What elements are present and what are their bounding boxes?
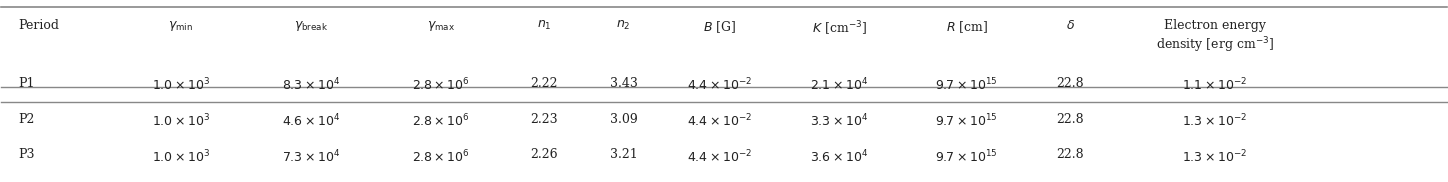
Text: $K$ [cm$^{-3}$]: $K$ [cm$^{-3}$]: [812, 19, 867, 38]
Text: 3.09: 3.09: [610, 112, 637, 126]
Text: $9.7\times10^{15}$: $9.7\times10^{15}$: [935, 112, 998, 129]
Text: $7.3\times10^{4}$: $7.3\times10^{4}$: [281, 148, 340, 165]
Text: $4.6\times10^{4}$: $4.6\times10^{4}$: [281, 112, 340, 129]
Text: $2.1\times10^{4}$: $2.1\times10^{4}$: [811, 77, 869, 93]
Text: $3.6\times10^{4}$: $3.6\times10^{4}$: [811, 148, 869, 165]
Text: $1.3\times10^{-2}$: $1.3\times10^{-2}$: [1182, 148, 1247, 165]
Text: $n_2$: $n_2$: [617, 19, 631, 32]
Text: P1: P1: [19, 77, 35, 90]
Text: $1.0\times10^{3}$: $1.0\times10^{3}$: [152, 77, 210, 93]
Text: $4.4\times10^{-2}$: $4.4\times10^{-2}$: [686, 112, 753, 129]
Text: $3.3\times10^{4}$: $3.3\times10^{4}$: [811, 112, 869, 129]
Text: Electron energy
density [erg cm$^{-3}$]: Electron energy density [erg cm$^{-3}$]: [1156, 19, 1274, 55]
Text: $1.0\times10^{3}$: $1.0\times10^{3}$: [152, 112, 210, 129]
Text: $B$ [G]: $B$ [G]: [704, 19, 736, 35]
Text: $8.3\times10^{4}$: $8.3\times10^{4}$: [281, 77, 340, 93]
Text: $\gamma_{\mathrm{break}}$: $\gamma_{\mathrm{break}}$: [294, 19, 327, 33]
Text: $4.4\times10^{-2}$: $4.4\times10^{-2}$: [686, 148, 753, 165]
Text: $2.8\times10^{6}$: $2.8\times10^{6}$: [411, 112, 469, 129]
Text: $n_1$: $n_1$: [537, 19, 552, 32]
Text: $\gamma_{\mathrm{max}}$: $\gamma_{\mathrm{max}}$: [427, 19, 455, 33]
Text: 22.8: 22.8: [1057, 148, 1085, 161]
Text: $1.3\times10^{-2}$: $1.3\times10^{-2}$: [1182, 112, 1247, 129]
Text: $\gamma_{\mathrm{min}}$: $\gamma_{\mathrm{min}}$: [168, 19, 193, 33]
Text: P2: P2: [19, 112, 35, 126]
Text: $2.8\times10^{6}$: $2.8\times10^{6}$: [411, 148, 469, 165]
Text: 3.43: 3.43: [610, 77, 637, 90]
Text: $R$ [cm]: $R$ [cm]: [946, 19, 988, 35]
Text: $2.8\times10^{6}$: $2.8\times10^{6}$: [411, 77, 469, 93]
Text: $1.1\times10^{-2}$: $1.1\times10^{-2}$: [1182, 77, 1247, 93]
Text: $9.7\times10^{15}$: $9.7\times10^{15}$: [935, 77, 998, 93]
Text: 2.22: 2.22: [530, 77, 557, 90]
Text: 2.26: 2.26: [530, 148, 557, 161]
Text: 22.8: 22.8: [1057, 77, 1085, 90]
Text: P3: P3: [19, 148, 35, 161]
Text: $1.0\times10^{3}$: $1.0\times10^{3}$: [152, 148, 210, 165]
Text: $9.7\times10^{15}$: $9.7\times10^{15}$: [935, 148, 998, 165]
Text: 2.23: 2.23: [530, 112, 557, 126]
Text: 3.21: 3.21: [610, 148, 637, 161]
Text: Period: Period: [19, 19, 59, 32]
Text: $\delta$: $\delta$: [1066, 19, 1074, 32]
Text: 22.8: 22.8: [1057, 112, 1085, 126]
Text: $4.4\times10^{-2}$: $4.4\times10^{-2}$: [686, 77, 753, 93]
